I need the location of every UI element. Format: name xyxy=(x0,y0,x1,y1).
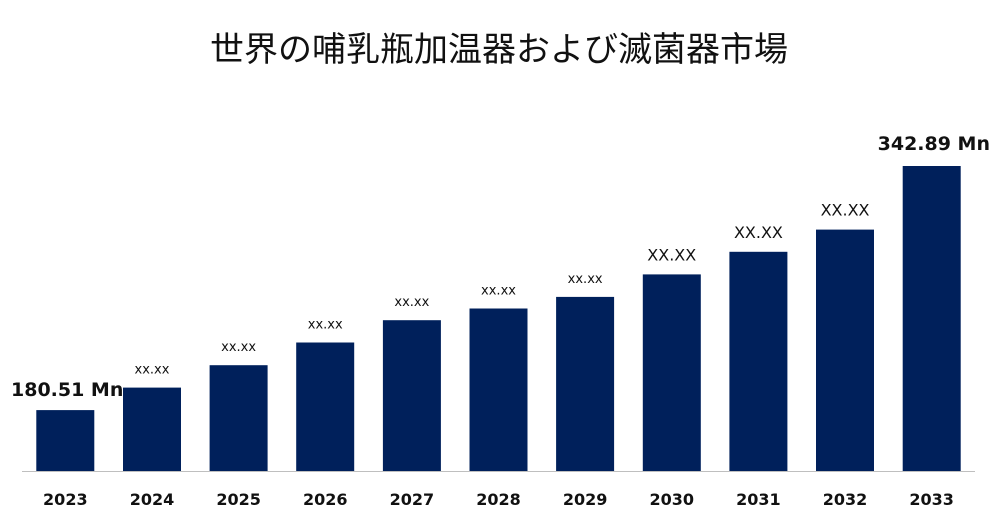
data-label-2025: xx.xx xyxy=(221,340,256,355)
bar-2027 xyxy=(382,320,441,471)
bar-2024 xyxy=(123,387,181,471)
bar-2025 xyxy=(209,365,268,471)
bar-2029 xyxy=(556,296,615,471)
x-tick-label-2030: 2030 xyxy=(650,490,695,509)
bars-group xyxy=(36,166,961,471)
bar-2030 xyxy=(642,274,701,471)
x-tick-label-2028: 2028 xyxy=(476,490,521,509)
x-tick-label-2024: 2024 xyxy=(130,490,175,509)
chart-title: 世界の哺乳瓶加温器および滅菌器市場 xyxy=(210,30,788,70)
x-tick-label-2027: 2027 xyxy=(390,490,435,509)
bar-2026 xyxy=(296,342,355,471)
x-tick-label-2032: 2032 xyxy=(823,490,868,509)
x-tick-label-2029: 2029 xyxy=(563,490,608,509)
data-label-2033: 342.89 Mn xyxy=(878,133,990,155)
bar-2023 xyxy=(36,410,95,471)
data-label-2023: 180.51 Mn xyxy=(11,379,123,401)
x-tick-label-2026: 2026 xyxy=(303,490,348,509)
data-label-2030: XX.XX xyxy=(647,245,696,264)
data-label-2032: XX.XX xyxy=(821,201,870,220)
x-tick-label-2023: 2023 xyxy=(43,490,88,509)
bar-2028 xyxy=(469,308,528,471)
data-label-2024: xx.xx xyxy=(135,363,170,378)
x-tick-label-2025: 2025 xyxy=(216,490,261,509)
data-labels-group: 180.51 Mn xx.xx xx.xx xx.xx xx.xx xx.xx xx.xx X… xyxy=(11,133,990,401)
data-label-2027: xx.xx xyxy=(394,295,429,310)
data-label-2028: xx.xx xyxy=(481,283,516,298)
bar-2032 xyxy=(816,229,874,471)
data-label-2029: xx.xx xyxy=(568,272,603,287)
x-tick-label-2033: 2033 xyxy=(909,490,954,509)
data-label-2031: XX.XX xyxy=(734,223,783,242)
data-label-2026: xx.xx xyxy=(308,317,343,332)
bar-2031 xyxy=(729,251,788,471)
x-tick-labels-group: 2023 2024 2025 2026 2027 2028 2029 2030 2031 2032… xyxy=(43,490,954,509)
bar-2033 xyxy=(902,166,961,471)
x-tick-label-2031: 2031 xyxy=(736,490,781,509)
